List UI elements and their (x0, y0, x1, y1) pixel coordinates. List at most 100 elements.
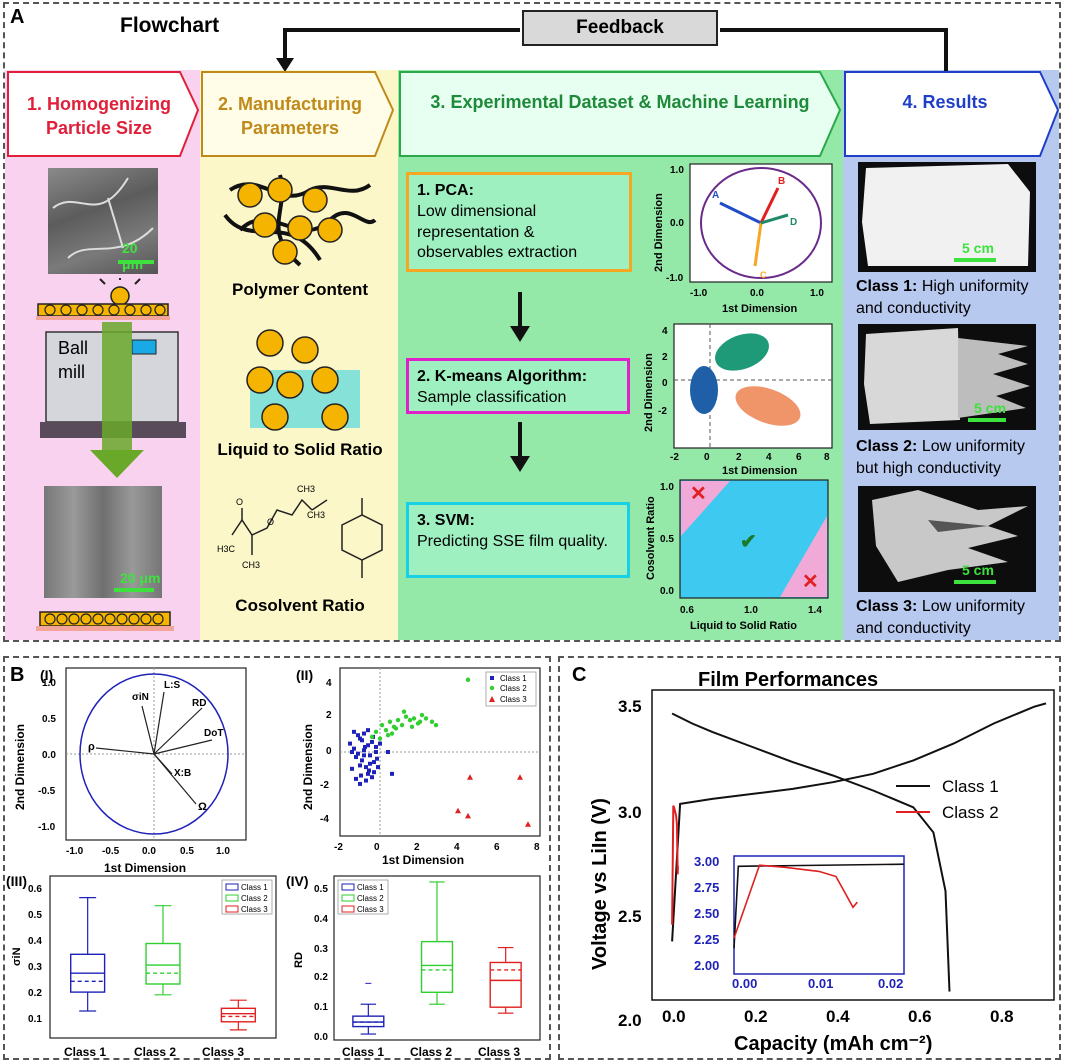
c-series-line-2 (671, 805, 679, 925)
b-vec-dot: DoT (204, 728, 223, 739)
ball-mill-icon (40, 322, 186, 478)
scatter-point-class1 (348, 741, 352, 746)
c-legend-2: Class 2 (942, 803, 999, 822)
c-inset-lines (733, 863, 905, 949)
panel-c-border (558, 656, 1061, 1060)
b4-legend-2: Class 2 (357, 894, 384, 903)
scatter-point-class2 (399, 722, 405, 728)
b1-xtick-2: -0.5 (102, 846, 120, 857)
scatter-point-class1 (378, 741, 382, 746)
box4-boxes (352, 881, 522, 1035)
c-inset-class2-line (733, 864, 858, 939)
box-iqr (420, 940, 454, 993)
c-inset-ytick-5: 2.00 (694, 958, 719, 973)
film2-scale-bar (968, 418, 1006, 422)
b4-class2: Class 2 (410, 1045, 452, 1059)
col4-title: Results (922, 92, 988, 112)
scatter-point-class2 (395, 717, 401, 723)
b2-xtick-6: 8 (534, 842, 540, 853)
svm-xlabel: Liquid to Solid Ratio (690, 620, 797, 632)
b4-ytick-2: 0.4 (314, 914, 328, 925)
km-ytick-4: -2 (658, 406, 667, 417)
film-class1-image: 5 cm (858, 162, 1036, 272)
flowchart-title: Flowchart (120, 14, 220, 37)
b3-ylabel: σiN (11, 947, 23, 966)
b2-ytick-1: 4 (326, 678, 332, 689)
pca-step-box: 1. PCA: Low dimensional representation &… (406, 172, 632, 272)
class1-result-bold: Class 1: (856, 278, 918, 295)
scatter-point-class1 (366, 728, 370, 733)
scatter-point-class3 (525, 821, 531, 827)
col1-num: 1. (26, 94, 42, 114)
b3-ytick-2: 0.5 (28, 910, 42, 921)
scatter-point-class1 (390, 771, 394, 776)
c-legend-1: Class 1 (942, 777, 999, 796)
scatter-point-class1 (358, 781, 362, 786)
b2-xtick-4: 4 (454, 842, 460, 853)
col4-header: 4. Results (850, 92, 1040, 113)
film1-scale-label: 5 cm (962, 240, 994, 256)
b1-xtick-1: -1.0 (66, 846, 84, 857)
scale-label-after: 20 μm (120, 570, 161, 586)
feedback-arrow (276, 28, 948, 72)
scatter-point-class1 (364, 778, 368, 783)
svm-ytick-2: 0.5 (660, 534, 674, 545)
b1-ytick-2: 0.5 (42, 714, 56, 725)
b3-ytick-6: 0.1 (28, 1014, 42, 1025)
col2-title-l2: Parameters (240, 118, 340, 138)
col2-title-l1: Manufacturing (238, 94, 363, 114)
c-inset-ytick-4: 2.25 (694, 932, 719, 947)
feedback-label: Feedback (576, 17, 664, 38)
scatter-point-class1 (350, 766, 354, 771)
scatter-point-class1 (362, 748, 366, 753)
b3-legend-2: Class 2 (241, 894, 268, 903)
b2-xtick-2: 0 (374, 842, 380, 853)
scatter-point-class1 (366, 771, 370, 776)
liquid-solid-icon (246, 329, 360, 431)
mol-ch3-a: CH3 (297, 484, 315, 494)
c-xtick-2: 0.2 (744, 1007, 768, 1026)
col4-num: 4. (902, 92, 918, 112)
pca-xlabel: 1st Dimension (722, 303, 797, 315)
cosolvent-molecules: CH3 CH3 H3C CH3 O O (217, 484, 383, 578)
scatter-point-class1 (374, 744, 378, 749)
scatter-point-class1 (376, 765, 380, 770)
km-xtick-4: 4 (766, 452, 772, 463)
class2-result-l2: but high conductivity (856, 459, 1001, 477)
panel-a-border (3, 2, 1061, 642)
c-title: Film Performances (698, 669, 878, 691)
scatter-point-class2 (369, 734, 375, 740)
scatter-point-class1 (370, 775, 374, 780)
b2-legend-2: Class 2 (500, 684, 527, 693)
b3-ytick-4: 0.3 (28, 962, 42, 973)
b1-ytick-3: 0.0 (42, 750, 56, 761)
pca-xtick-1: -1.0 (690, 288, 708, 299)
film-class3-image: 5 cm (858, 486, 1036, 592)
c-ytick-2: 3.0 (618, 803, 642, 822)
b-sub3: (III) (6, 873, 27, 889)
pca-ytick-1: 1.0 (670, 165, 684, 176)
box-iqr (489, 961, 522, 1008)
c-main-lines (671, 702, 1047, 992)
pca-vec-b: B (778, 176, 785, 187)
film3-scale-bar (954, 580, 996, 584)
polymer-content-icon (223, 174, 377, 267)
scatter-point-class2 (373, 729, 379, 735)
panel-c-chart: Film Performances 3.5 3.0 2.5 2.0 0.0 0.… (589, 669, 1055, 1055)
svm-xtick-2: 1.0 (744, 605, 758, 616)
scatter-point-class1 (362, 753, 366, 758)
svm-ytick-1: 1.0 (660, 482, 674, 493)
scatter-point-class1 (350, 750, 354, 754)
mol-o2: O (267, 517, 274, 527)
col3-title: Experimental Dataset & Machine Learning (450, 92, 810, 112)
svm-mini-plot: ✕ ✕ ✔ 1.0 0.5 0.0 0.6 1.0 1.4 Liquid to … (645, 479, 829, 632)
b-sub4: (IV) (286, 873, 309, 889)
c-ylabel: Voltage vs LiIn (V) (589, 798, 611, 970)
scatter-point-class2 (401, 709, 407, 714)
b1-xtick-3: 0.0 (142, 846, 156, 857)
b-sub2: (II) (296, 667, 313, 683)
pca-xtick-3: 1.0 (810, 288, 824, 299)
scatter-point-class1 (352, 746, 356, 751)
col2-header: 2. Manufacturing Parameters (205, 92, 375, 140)
scatter-point-class1 (362, 731, 366, 736)
